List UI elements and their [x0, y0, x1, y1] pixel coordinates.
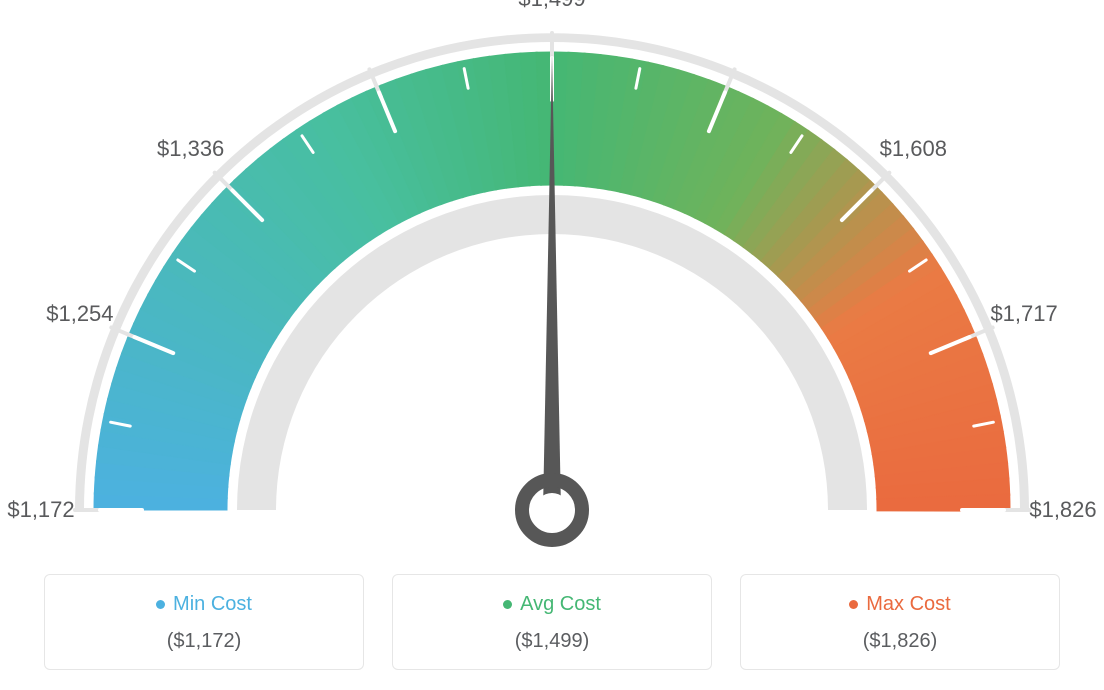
gauge-tick-label: $1,254	[46, 301, 113, 327]
legend-card-avg: Avg Cost ($1,499)	[392, 574, 712, 670]
legend-title-avg: Avg Cost	[503, 593, 601, 616]
gauge-tick-label: $1,499	[518, 0, 585, 12]
legend-value-avg: ($1,499)	[403, 630, 701, 653]
legend-card-min: Min Cost ($1,172)	[44, 574, 364, 670]
gauge-svg	[0, 0, 1104, 555]
legend-title-text-min: Min Cost	[173, 593, 252, 616]
gauge-tick-label: $1,172	[7, 497, 74, 523]
legend-dot-avg	[503, 600, 512, 609]
gauge-area: $1,172 $1,254 $1,336 $1,499 $1,608 $1,717 $1,8…	[0, 0, 1104, 555]
gauge-tick-label: $1,336	[157, 136, 224, 162]
gauge-tick-label: $1,608	[880, 136, 947, 162]
legend-card-max: Max Cost ($1,826)	[740, 574, 1060, 670]
legend-value-max: ($1,826)	[751, 630, 1049, 653]
legend-row: Min Cost ($1,172) Avg Cost ($1,499) Max …	[0, 574, 1104, 670]
cost-gauge-chart: $1,172 $1,254 $1,336 $1,499 $1,608 $1,717 $1,8…	[0, 0, 1104, 690]
legend-dot-min	[156, 600, 165, 609]
legend-title-text-avg: Avg Cost	[520, 593, 601, 616]
gauge-tick-label: $1,717	[990, 301, 1057, 327]
legend-title-text-max: Max Cost	[866, 593, 950, 616]
legend-value-min: ($1,172)	[55, 630, 353, 653]
legend-title-min: Min Cost	[156, 593, 252, 616]
legend-title-max: Max Cost	[849, 593, 950, 616]
gauge-tick-label: $1,826	[1029, 497, 1096, 523]
legend-dot-max	[849, 600, 858, 609]
